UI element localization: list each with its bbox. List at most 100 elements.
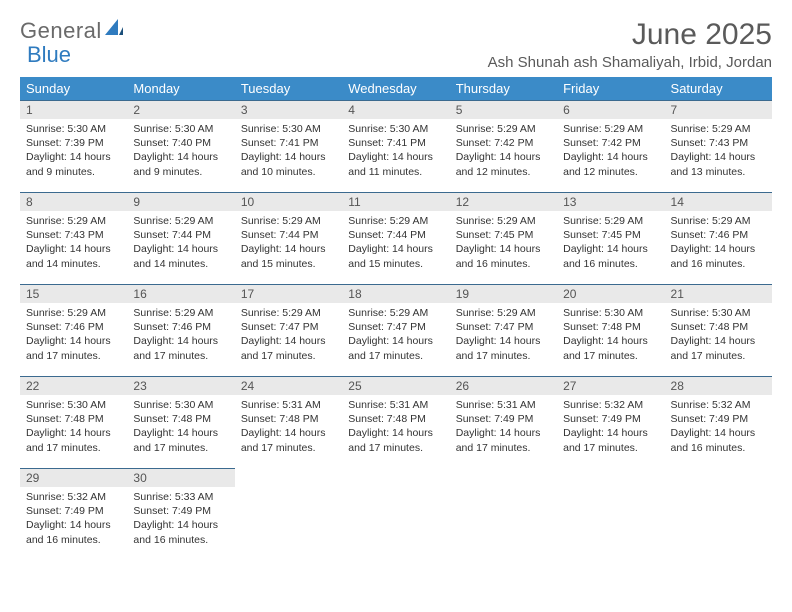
calendar-day-cell: 7Sunrise: 5:29 AMSunset: 7:43 PMDaylight… xyxy=(665,101,772,193)
calendar-day-cell: 29Sunrise: 5:32 AMSunset: 7:49 PMDayligh… xyxy=(20,469,127,561)
title-block: June 2025 Ash Shunah ash Shamaliyah, Irb… xyxy=(488,18,772,71)
weekday-header: Saturday xyxy=(665,77,772,101)
day-details: Sunrise: 5:32 AMSunset: 7:49 PMDaylight:… xyxy=(20,487,127,551)
day-number: 7 xyxy=(665,101,772,119)
calendar-day-cell: 25Sunrise: 5:31 AMSunset: 7:48 PMDayligh… xyxy=(342,377,449,469)
day-details: Sunrise: 5:29 AMSunset: 7:47 PMDaylight:… xyxy=(235,303,342,367)
day-details: Sunrise: 5:31 AMSunset: 7:49 PMDaylight:… xyxy=(450,395,557,459)
day-number: 20 xyxy=(557,285,664,303)
calendar-day-cell: 23Sunrise: 5:30 AMSunset: 7:48 PMDayligh… xyxy=(127,377,234,469)
day-details: Sunrise: 5:29 AMSunset: 7:43 PMDaylight:… xyxy=(665,119,772,183)
calendar-table: Sunday Monday Tuesday Wednesday Thursday… xyxy=(20,77,772,561)
day-number: 21 xyxy=(665,285,772,303)
logo-text-blue: Blue xyxy=(27,42,71,68)
day-number: 17 xyxy=(235,285,342,303)
day-number: 15 xyxy=(20,285,127,303)
day-details: Sunrise: 5:29 AMSunset: 7:47 PMDaylight:… xyxy=(342,303,449,367)
day-number: 5 xyxy=(450,101,557,119)
calendar-day-cell: 18Sunrise: 5:29 AMSunset: 7:47 PMDayligh… xyxy=(342,285,449,377)
location: Ash Shunah ash Shamaliyah, Irbid, Jordan xyxy=(488,54,772,71)
calendar-day-cell: 2Sunrise: 5:30 AMSunset: 7:40 PMDaylight… xyxy=(127,101,234,193)
weekday-header: Monday xyxy=(127,77,234,101)
calendar-empty-cell xyxy=(557,469,664,561)
calendar-week-row: 29Sunrise: 5:32 AMSunset: 7:49 PMDayligh… xyxy=(20,469,772,561)
day-details: Sunrise: 5:33 AMSunset: 7:49 PMDaylight:… xyxy=(127,487,234,551)
day-number: 27 xyxy=(557,377,664,395)
calendar-day-cell: 8Sunrise: 5:29 AMSunset: 7:43 PMDaylight… xyxy=(20,193,127,285)
day-details: Sunrise: 5:30 AMSunset: 7:48 PMDaylight:… xyxy=(127,395,234,459)
day-details: Sunrise: 5:31 AMSunset: 7:48 PMDaylight:… xyxy=(235,395,342,459)
calendar-day-cell: 17Sunrise: 5:29 AMSunset: 7:47 PMDayligh… xyxy=(235,285,342,377)
calendar-week-row: 15Sunrise: 5:29 AMSunset: 7:46 PMDayligh… xyxy=(20,285,772,377)
day-details: Sunrise: 5:30 AMSunset: 7:48 PMDaylight:… xyxy=(20,395,127,459)
day-number: 14 xyxy=(665,193,772,211)
calendar-day-cell: 28Sunrise: 5:32 AMSunset: 7:49 PMDayligh… xyxy=(665,377,772,469)
calendar-day-cell: 26Sunrise: 5:31 AMSunset: 7:49 PMDayligh… xyxy=(450,377,557,469)
calendar-day-cell: 20Sunrise: 5:30 AMSunset: 7:48 PMDayligh… xyxy=(557,285,664,377)
day-number: 2 xyxy=(127,101,234,119)
calendar-empty-cell xyxy=(665,469,772,561)
weekday-header: Friday xyxy=(557,77,664,101)
day-details: Sunrise: 5:29 AMSunset: 7:42 PMDaylight:… xyxy=(450,119,557,183)
calendar-day-cell: 21Sunrise: 5:30 AMSunset: 7:48 PMDayligh… xyxy=(665,285,772,377)
day-number: 9 xyxy=(127,193,234,211)
day-number: 10 xyxy=(235,193,342,211)
day-details: Sunrise: 5:29 AMSunset: 7:44 PMDaylight:… xyxy=(342,211,449,275)
calendar-day-cell: 11Sunrise: 5:29 AMSunset: 7:44 PMDayligh… xyxy=(342,193,449,285)
calendar-day-cell: 16Sunrise: 5:29 AMSunset: 7:46 PMDayligh… xyxy=(127,285,234,377)
header: General June 2025 Ash Shunah ash Shamali… xyxy=(20,18,772,71)
weekday-header: Thursday xyxy=(450,77,557,101)
logo: General xyxy=(20,18,124,44)
day-number: 19 xyxy=(450,285,557,303)
day-number: 23 xyxy=(127,377,234,395)
calendar-day-cell: 27Sunrise: 5:32 AMSunset: 7:49 PMDayligh… xyxy=(557,377,664,469)
calendar-day-cell: 3Sunrise: 5:30 AMSunset: 7:41 PMDaylight… xyxy=(235,101,342,193)
logo-text-general: General xyxy=(20,18,102,44)
calendar-day-cell: 1Sunrise: 5:30 AMSunset: 7:39 PMDaylight… xyxy=(20,101,127,193)
weekday-header-row: Sunday Monday Tuesday Wednesday Thursday… xyxy=(20,77,772,101)
day-details: Sunrise: 5:32 AMSunset: 7:49 PMDaylight:… xyxy=(557,395,664,459)
calendar-day-cell: 15Sunrise: 5:29 AMSunset: 7:46 PMDayligh… xyxy=(20,285,127,377)
calendar-empty-cell xyxy=(342,469,449,561)
day-details: Sunrise: 5:29 AMSunset: 7:43 PMDaylight:… xyxy=(20,211,127,275)
calendar-day-cell: 14Sunrise: 5:29 AMSunset: 7:46 PMDayligh… xyxy=(665,193,772,285)
day-number: 13 xyxy=(557,193,664,211)
weekday-header: Sunday xyxy=(20,77,127,101)
day-number: 3 xyxy=(235,101,342,119)
day-number: 6 xyxy=(557,101,664,119)
calendar-day-cell: 19Sunrise: 5:29 AMSunset: 7:47 PMDayligh… xyxy=(450,285,557,377)
day-details: Sunrise: 5:29 AMSunset: 7:46 PMDaylight:… xyxy=(127,303,234,367)
calendar-empty-cell xyxy=(450,469,557,561)
day-details: Sunrise: 5:30 AMSunset: 7:48 PMDaylight:… xyxy=(665,303,772,367)
day-details: Sunrise: 5:29 AMSunset: 7:44 PMDaylight:… xyxy=(235,211,342,275)
day-details: Sunrise: 5:30 AMSunset: 7:40 PMDaylight:… xyxy=(127,119,234,183)
day-number: 30 xyxy=(127,469,234,487)
calendar-day-cell: 13Sunrise: 5:29 AMSunset: 7:45 PMDayligh… xyxy=(557,193,664,285)
day-number: 11 xyxy=(342,193,449,211)
calendar-day-cell: 22Sunrise: 5:30 AMSunset: 7:48 PMDayligh… xyxy=(20,377,127,469)
day-details: Sunrise: 5:32 AMSunset: 7:49 PMDaylight:… xyxy=(665,395,772,459)
day-number: 16 xyxy=(127,285,234,303)
calendar-day-cell: 9Sunrise: 5:29 AMSunset: 7:44 PMDaylight… xyxy=(127,193,234,285)
day-details: Sunrise: 5:29 AMSunset: 7:45 PMDaylight:… xyxy=(450,211,557,275)
day-details: Sunrise: 5:29 AMSunset: 7:47 PMDaylight:… xyxy=(450,303,557,367)
day-details: Sunrise: 5:30 AMSunset: 7:41 PMDaylight:… xyxy=(235,119,342,183)
day-number: 8 xyxy=(20,193,127,211)
day-details: Sunrise: 5:30 AMSunset: 7:39 PMDaylight:… xyxy=(20,119,127,183)
calendar-day-cell: 24Sunrise: 5:31 AMSunset: 7:48 PMDayligh… xyxy=(235,377,342,469)
calendar-week-row: 1Sunrise: 5:30 AMSunset: 7:39 PMDaylight… xyxy=(20,101,772,193)
day-number: 25 xyxy=(342,377,449,395)
logo-sail-icon xyxy=(104,18,124,36)
day-details: Sunrise: 5:30 AMSunset: 7:48 PMDaylight:… xyxy=(557,303,664,367)
calendar-week-row: 22Sunrise: 5:30 AMSunset: 7:48 PMDayligh… xyxy=(20,377,772,469)
day-number: 22 xyxy=(20,377,127,395)
day-number: 29 xyxy=(20,469,127,487)
day-details: Sunrise: 5:29 AMSunset: 7:44 PMDaylight:… xyxy=(127,211,234,275)
calendar-day-cell: 6Sunrise: 5:29 AMSunset: 7:42 PMDaylight… xyxy=(557,101,664,193)
day-details: Sunrise: 5:29 AMSunset: 7:42 PMDaylight:… xyxy=(557,119,664,183)
month-title: June 2025 xyxy=(488,18,772,52)
day-number: 18 xyxy=(342,285,449,303)
day-number: 4 xyxy=(342,101,449,119)
calendar-day-cell: 10Sunrise: 5:29 AMSunset: 7:44 PMDayligh… xyxy=(235,193,342,285)
day-number: 1 xyxy=(20,101,127,119)
